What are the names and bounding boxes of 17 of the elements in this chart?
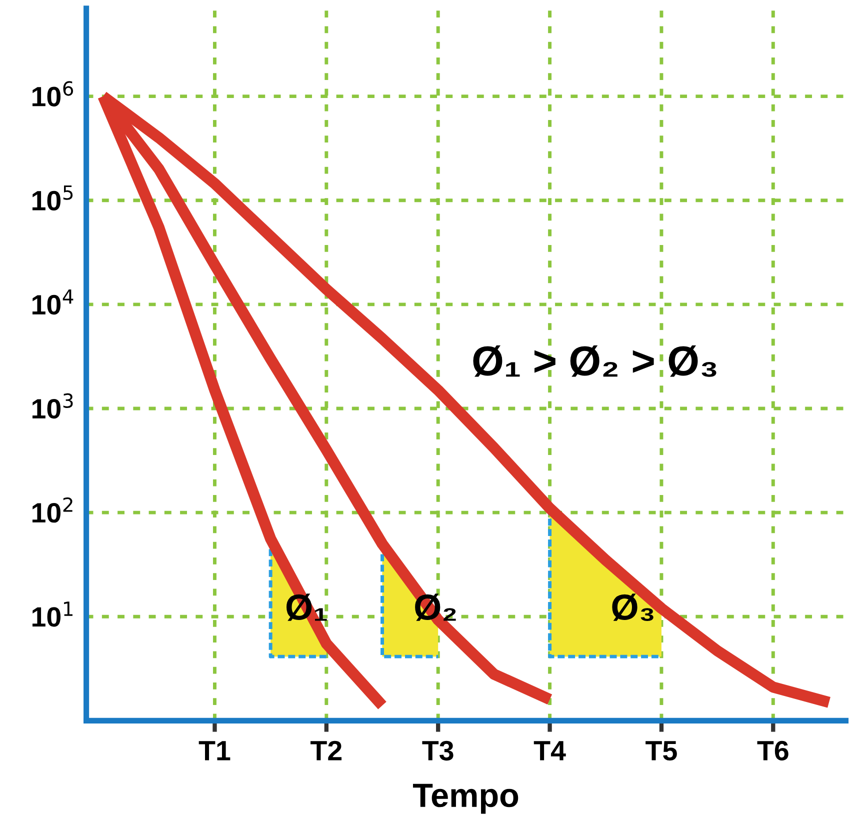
annotation: Ø₁ > Ø₂ > Ø₃ (473, 345, 716, 377)
x-tick-label: T4 (534, 741, 566, 760)
x-tick-label: T1 (198, 741, 230, 760)
x-tick-label: T5 (646, 741, 677, 761)
annotation: Ø₃ (612, 594, 654, 621)
x-tick-label: T6 (757, 740, 788, 761)
y-tick-label: 10$^{3}$ (32, 393, 73, 419)
annotation: Ø₁ (286, 594, 327, 621)
x-tick-label: T2 (310, 740, 342, 760)
annotation: Ø₂ (415, 594, 456, 621)
x-axis-title: Tempo (412, 784, 518, 814)
x-tick-label: T3 (422, 740, 454, 761)
y-tick-label: 10$^{1}$ (32, 602, 72, 627)
y-tick-label: 10$^{2}$ (32, 497, 72, 523)
y-tick-label: 10$^{4}$ (32, 290, 74, 315)
y-tick-label: 10$^{5}$ (32, 185, 73, 211)
y-tick-label: 10$^{6}$ (32, 81, 74, 106)
